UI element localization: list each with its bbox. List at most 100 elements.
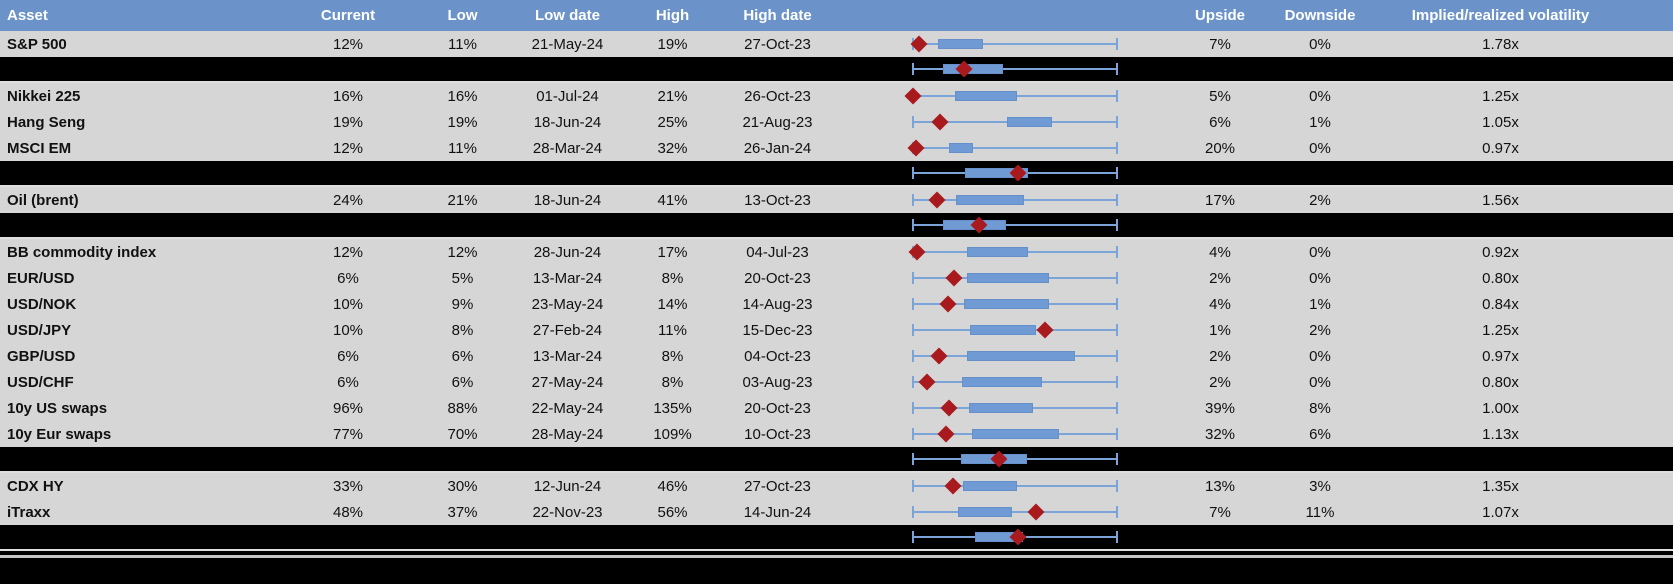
downside-cell: 0%	[1309, 87, 1331, 105]
high-cell: 25%	[657, 113, 688, 131]
range-chart	[912, 525, 1118, 549]
interquartile-box	[955, 91, 1018, 101]
current-cell: 12%	[332, 35, 364, 53]
current-level-diamond-marker	[907, 139, 925, 157]
current-cell: 96%	[332, 399, 364, 417]
whisker-tick-low	[912, 324, 914, 336]
current-level-diamond-marker	[945, 269, 963, 287]
high-date-cell: 04-Jul-23	[746, 243, 809, 261]
high-cell: 109%	[653, 425, 692, 443]
downside-cell: 2%	[1309, 191, 1331, 209]
upside-cell: 32%	[1204, 425, 1236, 443]
implied-realized-volatility-cell: 1.13x	[1482, 425, 1519, 443]
downside-cell: 0%	[1309, 347, 1331, 365]
range-chart	[912, 421, 1118, 447]
range-chart	[907, 135, 1118, 161]
whisker-tick-high	[1116, 350, 1118, 362]
low-date-cell: 13-Mar-24	[532, 269, 603, 287]
whisker-tick-low	[912, 531, 914, 543]
whisker-tick-high	[1116, 167, 1118, 179]
implied-realized-volatility-cell: 0.84x	[1482, 295, 1519, 313]
high-cell: 8%	[661, 373, 684, 391]
interquartile-box	[961, 377, 1042, 387]
current-cell: 16%	[332, 87, 364, 105]
whisker-tick-high	[1116, 38, 1118, 50]
whisker-line	[913, 68, 1117, 70]
downside-cell: 0%	[1309, 139, 1331, 157]
range-chart	[912, 369, 1118, 395]
range-chart-cell	[830, 57, 1168, 81]
current-cell: 19%	[332, 113, 364, 131]
interquartile-box	[942, 64, 1003, 74]
whisker-tick-high	[1116, 428, 1118, 440]
range-chart-cell	[830, 473, 1168, 499]
whisker-tick-high	[1116, 506, 1118, 518]
high-date-cell: 27-Oct-23	[744, 477, 811, 495]
range-chart	[912, 57, 1118, 81]
implied-realized-volatility-cell: 0.92x	[1482, 243, 1519, 261]
asset-cell: iTraxx	[7, 503, 51, 521]
current-cell: 6%	[337, 269, 359, 287]
downside-cell: 2%	[1309, 321, 1331, 339]
asset-cell: 10y Eur swaps	[7, 425, 112, 443]
asset-cell: 10y US swaps	[7, 399, 108, 417]
range-chart-cell	[830, 525, 1168, 549]
table-row: 10y US swaps 96% 88% 22-May-24 135% 20-Oct-23…	[0, 395, 1673, 421]
low-cell: 6%	[451, 373, 474, 391]
current-level-diamond-marker	[944, 477, 962, 495]
whisker-tick-high	[1116, 219, 1118, 231]
asset-cell: CDX HY	[7, 477, 64, 495]
low-date-cell: 21-May-24	[531, 35, 604, 53]
range-chart-cell	[830, 369, 1168, 395]
range-chart-cell	[830, 421, 1168, 447]
current-cell: 10%	[332, 295, 364, 313]
whisker-tick-high	[1116, 298, 1118, 310]
whisker-tick-low	[912, 453, 914, 465]
downside-cell: 0%	[1309, 269, 1331, 287]
table-row: BB commodity index 12% 12% 28-Jun-24 17% 04-J…	[0, 239, 1673, 265]
table-body: S&P 500 12% 11% 21-May-24 19% 27-Oct-23 7% 0% 1.…	[0, 31, 1673, 551]
upside-cell: 7%	[1209, 503, 1231, 521]
bottom-rule	[0, 555, 1673, 558]
asset-cell: GBP/USD	[7, 347, 76, 365]
range-chart	[904, 83, 1118, 109]
separator-row	[0, 447, 1673, 473]
low-cell: 8%	[451, 321, 474, 339]
high-cell: 11%	[658, 321, 687, 339]
current-level-diamond-marker	[1027, 503, 1045, 521]
current-cell: 12%	[332, 139, 364, 157]
interquartile-box	[967, 351, 1075, 361]
column-header-current: Current	[320, 7, 376, 24]
separator-row	[0, 525, 1673, 551]
high-cell: 19%	[657, 35, 688, 53]
upside-cell: 6%	[1209, 113, 1231, 131]
range-chart	[912, 291, 1118, 317]
low-cell: 19%	[447, 113, 478, 131]
interquartile-box	[958, 507, 1012, 517]
high-date-cell: 26-Oct-23	[744, 87, 811, 105]
high-date-cell: 15-Dec-23	[742, 321, 813, 339]
range-chart-cell	[830, 317, 1168, 343]
implied-realized-volatility-cell: 0.80x	[1482, 269, 1519, 287]
high-cell: 46%	[657, 477, 688, 495]
whisker-tick-low	[912, 402, 914, 414]
high-date-cell: 03-Aug-23	[742, 373, 813, 391]
downside-cell: 6%	[1309, 425, 1331, 443]
range-chart-cell	[830, 447, 1168, 471]
downside-cell: 3%	[1309, 477, 1331, 495]
upside-cell: 4%	[1209, 243, 1231, 261]
current-level-diamond-marker	[939, 295, 957, 313]
range-chart	[912, 395, 1118, 421]
column-header-high: High	[655, 7, 690, 24]
range-chart-cell	[830, 31, 1168, 57]
range-chart	[912, 265, 1118, 291]
column-header-asset: Asset	[7, 7, 48, 24]
asset-cell: S&P 500	[7, 35, 67, 53]
whisker-tick-high	[1116, 453, 1118, 465]
whisker-tick-high	[1116, 531, 1118, 543]
range-chart-cell	[830, 135, 1168, 161]
range-chart	[912, 161, 1118, 185]
low-date-cell: 23-May-24	[531, 295, 604, 313]
high-date-cell: 10-Oct-23	[744, 425, 811, 443]
whisker-tick-high	[1116, 324, 1118, 336]
